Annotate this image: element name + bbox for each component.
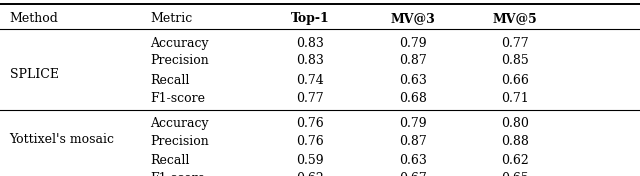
Text: 0.66: 0.66 <box>501 74 529 87</box>
Text: Precision: Precision <box>150 135 209 148</box>
Text: MV@5: MV@5 <box>493 12 538 25</box>
Text: Metric: Metric <box>150 12 193 25</box>
Text: 0.71: 0.71 <box>501 92 529 105</box>
Text: 0.76: 0.76 <box>296 117 324 130</box>
Text: 0.65: 0.65 <box>501 172 529 176</box>
Text: Accuracy: Accuracy <box>150 37 209 50</box>
Text: 0.76: 0.76 <box>296 135 324 148</box>
Text: MV@3: MV@3 <box>390 12 435 25</box>
Text: 0.79: 0.79 <box>399 117 427 130</box>
Text: 0.88: 0.88 <box>501 135 529 148</box>
Text: 0.63: 0.63 <box>399 154 427 167</box>
Text: 0.87: 0.87 <box>399 54 427 67</box>
Text: 0.62: 0.62 <box>296 172 324 176</box>
Text: Top-1: Top-1 <box>291 12 330 25</box>
Text: Recall: Recall <box>150 74 190 87</box>
Text: 0.85: 0.85 <box>501 54 529 67</box>
Text: 0.67: 0.67 <box>399 172 427 176</box>
Text: 0.80: 0.80 <box>501 117 529 130</box>
Text: 0.77: 0.77 <box>501 37 529 50</box>
Text: SPLICE: SPLICE <box>10 68 59 81</box>
Text: 0.87: 0.87 <box>399 135 427 148</box>
Text: 0.79: 0.79 <box>399 37 427 50</box>
Text: Yottixel's mosaic: Yottixel's mosaic <box>10 133 115 146</box>
Text: 0.83: 0.83 <box>296 54 324 67</box>
Text: 0.59: 0.59 <box>296 154 324 167</box>
Text: F1-score: F1-score <box>150 92 205 105</box>
Text: 0.62: 0.62 <box>501 154 529 167</box>
Text: 0.83: 0.83 <box>296 37 324 50</box>
Text: Recall: Recall <box>150 154 190 167</box>
Text: 0.74: 0.74 <box>296 74 324 87</box>
Text: 0.77: 0.77 <box>296 92 324 105</box>
Text: F1-score: F1-score <box>150 172 205 176</box>
Text: Precision: Precision <box>150 54 209 67</box>
Text: 0.63: 0.63 <box>399 74 427 87</box>
Text: Method: Method <box>10 12 58 25</box>
Text: 0.68: 0.68 <box>399 92 427 105</box>
Text: Accuracy: Accuracy <box>150 117 209 130</box>
